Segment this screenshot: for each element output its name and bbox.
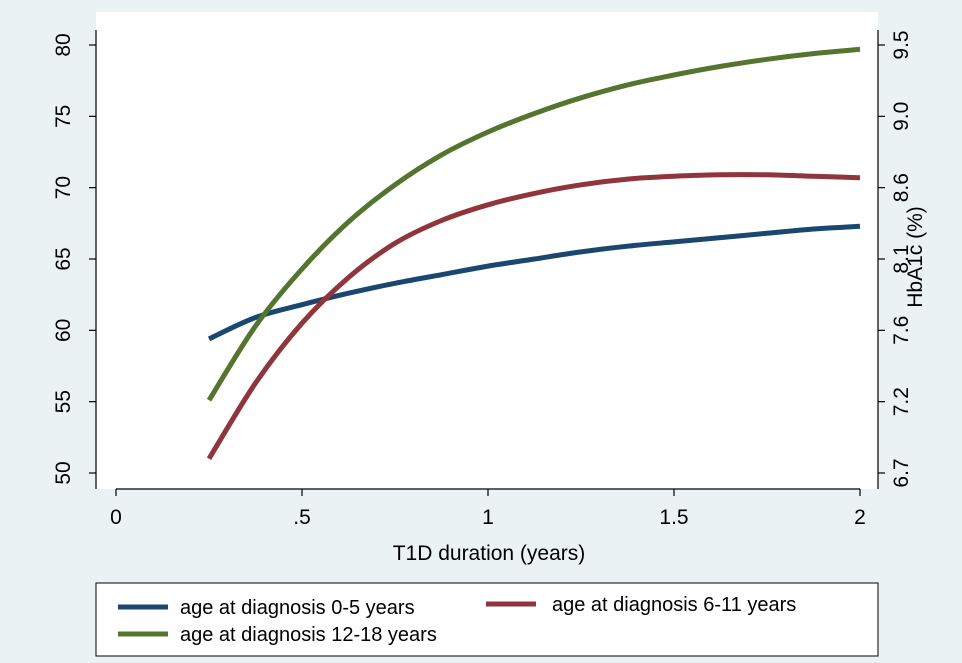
x-axis-title: T1D duration (years) [393, 542, 586, 565]
y2-tick-label: 9.5 [890, 30, 913, 59]
y-tick-label: 80 [52, 33, 75, 56]
y-tick-label: 65 [52, 247, 75, 270]
legend-label-1: age at diagnosis 0-5 years [180, 597, 415, 619]
y2-tick-label: 8.1 [890, 244, 913, 273]
y-tick-label: 55 [52, 390, 75, 413]
y2-tick-label: 6.7 [890, 458, 913, 487]
x-tick-label: 1 [482, 506, 494, 529]
legend-label-2: age at diagnosis 6-11 years [552, 594, 796, 616]
axes: 0 .5 1 1.5 2 50 55 60 65 70 75 80 6.7 7.2 7.6 8.1 8.6 9.0… [52, 30, 913, 529]
y2-tick-label: 9.0 [890, 102, 913, 131]
y2-tick-label: 7.6 [890, 316, 913, 345]
y-tick-label: 75 [52, 105, 75, 128]
x-tick-label: .5 [293, 506, 311, 529]
legend: age at diagnosis 0-5 years age at diagnos… [95, 582, 879, 657]
x-tick-label: 0 [110, 506, 122, 529]
y2-tick-label: 8.6 [890, 173, 913, 202]
y2-tick-label: 7.2 [890, 387, 913, 416]
y-tick-label: 50 [52, 461, 75, 484]
y-tick-label: 60 [52, 319, 75, 342]
x-tick-label: 2 [854, 506, 866, 529]
series-line-1 [207, 223, 861, 342]
x-tick-label: 1.5 [659, 506, 688, 529]
plot-area [96, 12, 878, 489]
y-tick-label: 70 [52, 176, 75, 199]
legend-box [95, 582, 879, 657]
series-layer [206, 46, 861, 461]
legend-label-3: age at diagnosis 12-18 years [180, 624, 437, 646]
series-line-2 [206, 172, 861, 461]
series-line-3 [206, 46, 861, 402]
y2-axis-title: HbA1c (%) [904, 206, 927, 308]
